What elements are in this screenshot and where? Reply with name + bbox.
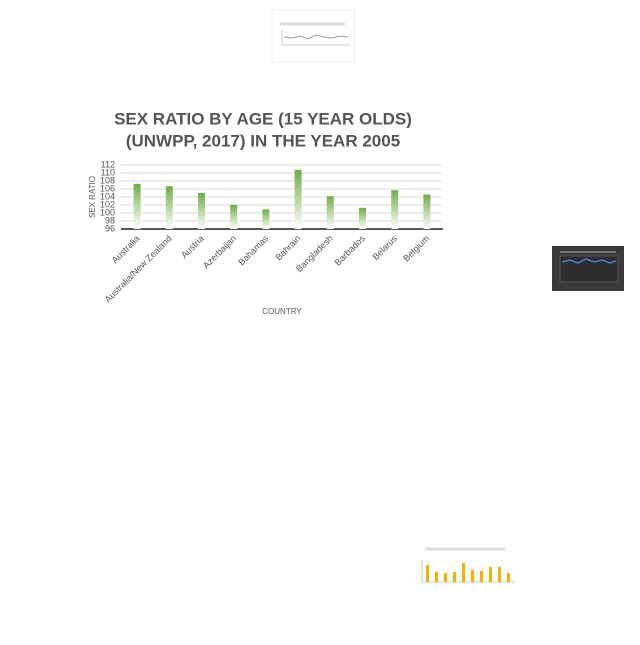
bar <box>198 193 205 229</box>
x-tick-label: Bahrain <box>274 233 303 262</box>
bar <box>359 207 366 229</box>
bar <box>326 196 334 229</box>
x-axis-label: COUNTRY <box>262 307 302 316</box>
x-tick-label: Austria <box>179 233 206 260</box>
y-tick-label: 110 <box>101 167 115 177</box>
x-tick-label: Barbados <box>333 233 368 268</box>
x-tick-label: Belarus <box>370 233 399 262</box>
y-tick-label: 98 <box>105 215 115 225</box>
y-tick-label: 100 <box>100 207 115 217</box>
bar <box>165 186 173 229</box>
thumbnail-bottom <box>410 542 520 610</box>
x-tick-label: Australia/New Zealand <box>103 233 174 304</box>
bar <box>391 190 399 229</box>
y-tick-label: 102 <box>100 199 115 209</box>
y-axis-label: SEX RATIO <box>88 176 97 218</box>
x-tick-label: Belgium <box>401 233 431 263</box>
y-tick-label: 106 <box>100 183 115 193</box>
chart-title: (UNWPP, 2017) IN THE YEAR 2005 <box>126 131 400 150</box>
x-tick-label: Australia <box>110 233 142 265</box>
chart-title: SEX RATIO BY AGE (15 YEAR OLDS) <box>114 109 412 128</box>
thumbnail-dark <box>552 246 624 291</box>
x-tick-label: Azerbaijan <box>201 233 238 270</box>
bar <box>262 209 270 229</box>
y-tick-label: 108 <box>100 175 115 185</box>
bar <box>230 205 238 229</box>
x-tick-label: Bahamas <box>236 233 270 267</box>
y-tick-label: 112 <box>101 159 115 169</box>
bar <box>423 194 431 229</box>
bar <box>133 183 141 229</box>
bar <box>294 169 302 229</box>
y-tick-label: 104 <box>100 191 115 201</box>
y-tick-label: 96 <box>105 223 115 233</box>
thumbnail-top <box>271 9 355 63</box>
